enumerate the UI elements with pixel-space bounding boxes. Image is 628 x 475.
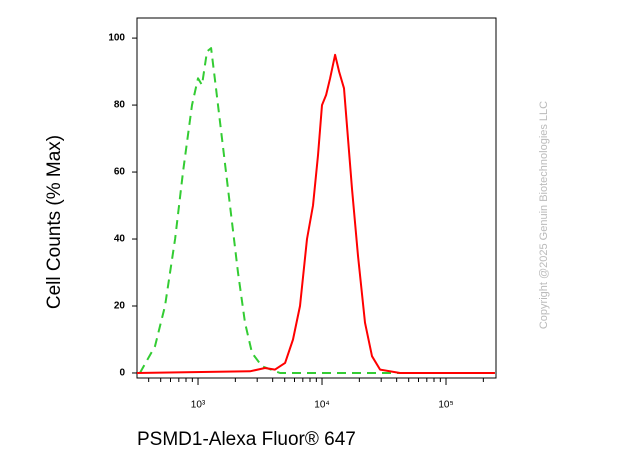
y-tick-label: 60 [114,167,126,178]
x-tick-label: 10⁵ [438,400,453,411]
x-tick-label: 10⁴ [314,400,329,411]
y-tick-label: 80 [114,100,126,111]
y-tick-label: 0 [119,368,125,379]
histogram-line [136,53,495,374]
x-tick-label: 10³ [191,400,206,411]
y-tick-label: 20 [114,301,126,312]
y-tick-label: 40 [114,234,126,245]
y-tick-label: 100 [108,33,125,44]
watermark: Copyright @2025 Genuin Biotechnologies L… [538,101,550,329]
histogram-line [139,47,495,374]
plot-frame [136,17,497,379]
y-axis-label: Cell Counts (% Max) [44,135,65,309]
x-axis-label: PSMD1-Alexa Fluor® 647 [137,429,356,450]
